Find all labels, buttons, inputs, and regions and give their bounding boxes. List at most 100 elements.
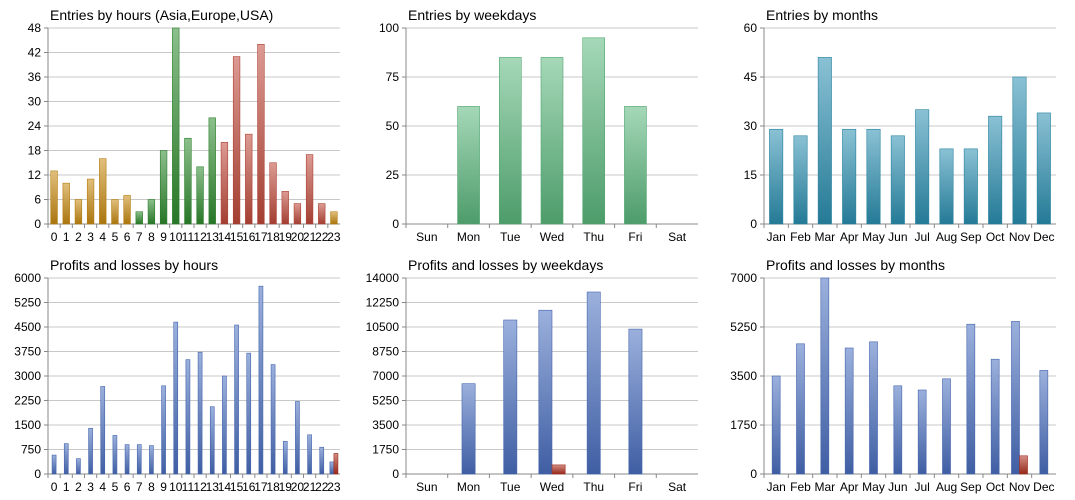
- x-tick-label: 4: [99, 480, 106, 494]
- bar: [769, 128, 784, 225]
- x-tick-label: Nov: [1009, 230, 1030, 244]
- x-tick-label: Jun: [888, 480, 907, 494]
- x-tick-label: 12: [193, 230, 207, 244]
- y-tick-label: 60: [744, 21, 758, 35]
- y-tick-label: 1750: [730, 418, 757, 432]
- profit-bar: [538, 309, 553, 475]
- y-tick-label: 48: [28, 21, 42, 35]
- x-tick-label: Oct: [986, 230, 1005, 244]
- x-tick-label: 15: [230, 230, 244, 244]
- bar: [330, 211, 338, 225]
- y-tick-label: 30: [744, 119, 758, 133]
- profit-bar: [295, 401, 300, 475]
- bar: [86, 178, 95, 225]
- x-tick-label: Mar: [814, 480, 835, 494]
- y-tick-label: 24: [28, 119, 42, 133]
- x-tick-label: 7: [136, 480, 143, 494]
- bar: [184, 137, 192, 225]
- bar: [281, 191, 289, 225]
- x-tick-label: 2: [75, 480, 82, 494]
- bar: [305, 154, 314, 225]
- loss-bar: [333, 453, 339, 475]
- bar: [866, 128, 881, 225]
- x-tick-label: May: [862, 230, 885, 244]
- x-tick-label: 17: [254, 480, 268, 494]
- bar: [269, 162, 277, 225]
- bar: [457, 106, 480, 225]
- x-tick-label: Feb: [790, 480, 811, 494]
- chart-plot: 0 1750 3500 5250 7000 8750 10500 12250 14000 Sun M…: [366, 271, 698, 494]
- profit-bar: [51, 454, 57, 475]
- bar: [99, 158, 107, 225]
- profit-bar: [628, 328, 643, 475]
- bar: [939, 148, 954, 225]
- x-tick-label: Wed: [540, 480, 564, 494]
- bar: [1036, 112, 1051, 225]
- profit-bar: [161, 385, 166, 475]
- x-tick-label: Jan: [766, 230, 785, 244]
- x-tick-label: 22: [315, 480, 329, 494]
- chart-title: Entries by hours (Asia,Europe,USA): [50, 7, 274, 23]
- x-tick-label: 8: [148, 480, 155, 494]
- profit-bar: [503, 319, 518, 475]
- x-tick-label: Jun: [888, 230, 907, 244]
- x-tick-label: Nov: [1009, 480, 1030, 494]
- bar: [293, 203, 302, 225]
- profit-bar: [820, 277, 830, 475]
- y-tick-label: 12: [28, 168, 42, 182]
- x-tick-label: 11: [182, 230, 195, 244]
- profit-bar: [329, 461, 335, 475]
- bar: [50, 170, 58, 225]
- x-tick-label: Sep: [960, 480, 982, 494]
- x-tick-label: Sun: [416, 230, 437, 244]
- profit-bar: [63, 443, 69, 475]
- y-tick-label: 36: [28, 70, 42, 84]
- y-tick-label: 75: [386, 70, 400, 84]
- y-tick-label: 1500: [14, 418, 41, 432]
- x-tick-label: Jul: [914, 480, 929, 494]
- x-tick-label: Thu: [583, 230, 604, 244]
- x-tick-label: Fri: [628, 480, 642, 494]
- x-tick-label: 14: [218, 480, 232, 494]
- bar: [257, 44, 265, 225]
- y-tick-label: 14000: [366, 271, 400, 285]
- profit-bar: [197, 351, 203, 475]
- y-tick-label: 6000: [14, 271, 41, 285]
- profit-bar: [209, 406, 215, 475]
- x-tick-label: May: [862, 480, 885, 494]
- x-tick-label: 18: [266, 480, 280, 494]
- profit-bar: [100, 386, 106, 475]
- x-tick-label: 21: [303, 230, 317, 244]
- x-tick-label: 1: [63, 480, 70, 494]
- profit-bar: [124, 444, 130, 475]
- y-tick-label: 2250: [14, 394, 41, 408]
- x-tick-label: 10: [169, 230, 183, 244]
- x-tick-label: Oct: [986, 480, 1005, 494]
- bar: [159, 150, 168, 225]
- x-tick-label: 0: [51, 230, 58, 244]
- x-tick-label: 20: [291, 230, 305, 244]
- x-tick-label: Fri: [628, 230, 642, 244]
- x-tick-label: 15: [230, 480, 244, 494]
- x-tick-label: 13: [206, 480, 220, 494]
- x-tick-label: 16: [242, 480, 256, 494]
- x-tick-label: 23: [327, 230, 341, 244]
- y-tick-label: 42: [28, 46, 42, 60]
- profit-bar: [319, 446, 325, 475]
- y-tick-label: 5250: [730, 320, 757, 334]
- x-tick-label: 6: [124, 230, 131, 244]
- loss-bar: [551, 464, 566, 475]
- y-tick-label: 7000: [730, 271, 757, 285]
- bar: [624, 106, 647, 225]
- profit-bar: [76, 458, 81, 475]
- y-tick-label: 7000: [372, 369, 399, 383]
- x-tick-label: 9: [160, 230, 167, 244]
- y-tick-label: 6: [34, 193, 41, 207]
- bar: [1012, 76, 1027, 225]
- x-tick-label: 3: [87, 480, 94, 494]
- bar: [890, 135, 905, 225]
- x-tick-label: 7: [136, 230, 143, 244]
- chart-profits-by-hours: Profits and losses by hours 0 750 1500 2250…: [0, 250, 358, 500]
- profit-bar: [222, 375, 227, 475]
